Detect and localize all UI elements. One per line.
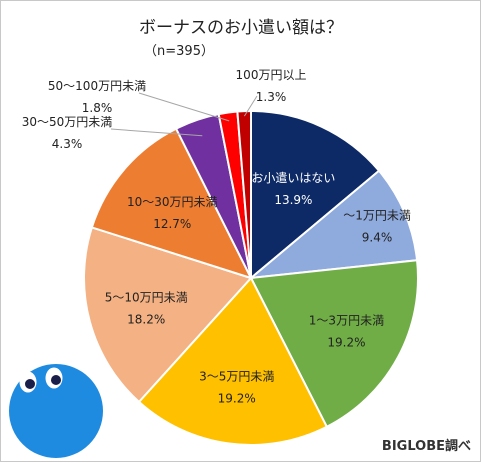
- slice-value-label: 1.3%: [256, 90, 287, 104]
- slice-labels: お小遣いはない 13.9% 〜1万円未満 9.4% 1〜3万円未満 19.2% 3〜5万円未…: [22, 68, 411, 406]
- pie-slice: [249, 259, 419, 429]
- leader-line: [110, 128, 203, 137]
- leader-lines: [110, 92, 258, 137]
- slice-value-label: 9.4%: [362, 230, 393, 244]
- slice-value-label: 19.2%: [218, 392, 256, 406]
- slice-value-label: 19.2%: [327, 336, 365, 350]
- slice-category-label: 100万円以上: [236, 68, 307, 82]
- slice-category-label: 50〜100万円未満: [48, 79, 146, 93]
- slice-value-label: 13.9%: [274, 193, 312, 207]
- pie-slice: [83, 226, 253, 404]
- chart-title: ボーナスのお小遣い額は？: [139, 18, 343, 38]
- slice-value-label: 1.8%: [82, 101, 113, 115]
- pie-slice: [247, 169, 419, 280]
- slice-value-label: 12.7%: [153, 217, 191, 231]
- slice-category-label: お小遣いはない: [251, 170, 335, 185]
- pie-slice: [250, 109, 381, 281]
- slice-category-label: 〜1万円未満: [343, 208, 411, 222]
- slice-category-label: 5〜10万円未満: [105, 290, 188, 304]
- slice-category-label: 30〜50万円未満: [22, 115, 113, 129]
- slice-category-label: 10〜30万円未満: [127, 195, 218, 209]
- leader-line: [138, 92, 230, 122]
- source-credit: BIGLOBE調べ: [382, 438, 471, 454]
- slice-value-label: 18.2%: [127, 312, 165, 326]
- slice-category-label: 3〜5万円未満: [199, 370, 274, 384]
- leader-line: [243, 95, 258, 117]
- biglobe-mascot-icon: [9, 364, 103, 458]
- pie-slice: [236, 109, 252, 279]
- slices-layer: [83, 109, 419, 446]
- slice-category-label: 1〜3万円未満: [309, 314, 384, 328]
- chart-subtitle: （n=395）: [144, 44, 214, 59]
- slice-value-label: 4.3%: [52, 137, 83, 151]
- pie-slice: [137, 276, 329, 446]
